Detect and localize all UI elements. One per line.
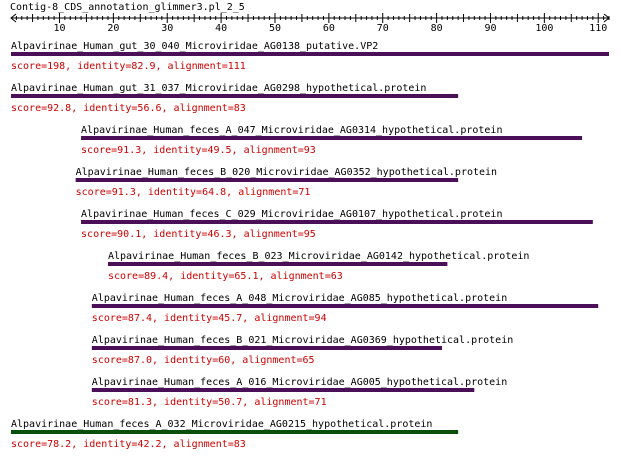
hit-score-text: score=81.3, identity=50.7, alignment=71 (92, 397, 327, 408)
ruler-tick-label: 60 (323, 23, 335, 34)
ruler-tick-label: 30 (161, 23, 173, 34)
hit-alignment-bar[interactable] (91, 304, 599, 308)
position-ruler: 10 20 30 40 50 60 70 80 90 100 110 (10, 13, 610, 34)
hit-name: Alpavirinae_Human_gut_30_040_Microvirida… (11, 41, 378, 52)
hit-row[interactable]: Alpavirinae_Human_feces_A_016_Microvirid… (91, 377, 507, 408)
hit-row[interactable]: Alpavirinae_Human_feces_A_048_Microvirid… (91, 293, 599, 324)
hit-row[interactable]: Alpavirinae_Human_feces_C_029_Microvirid… (81, 209, 593, 240)
hit-score-text: score=90.1, identity=46.3, alignment=95 (81, 229, 316, 240)
hit-name: Alpavirinae_Human_feces_B_023_Microvirid… (108, 251, 529, 262)
hit-score-text: score=87.4, identity=45.7, alignment=94 (92, 313, 327, 324)
hit-alignment-bar[interactable] (11, 52, 609, 56)
ruler-tick-label: 20 (107, 23, 119, 34)
ruler-tick-label: 70 (377, 23, 389, 34)
ruler-tick-label: 90 (484, 23, 496, 34)
hit-score-text: score=91.3, identity=64.8, alignment=71 (76, 187, 311, 198)
hit-alignment-bar[interactable] (81, 136, 583, 140)
ruler-tick-label: 40 (215, 23, 227, 34)
hit-list: Alpavirinae_Human_gut_30_040_Microvirida… (11, 41, 609, 450)
ruler-tick-label: 10 (53, 23, 65, 34)
ruler-tick-label: 80 (431, 23, 443, 34)
query-title: Contig-8_CDS_annotation_glimmer3.pl_2_5 (10, 2, 245, 13)
hit-alignment-bar[interactable] (81, 220, 593, 224)
hit-score-text: score=198, identity=82.9, alignment=111 (11, 61, 246, 72)
hit-alignment-bar[interactable] (107, 262, 448, 266)
hit-score-text: score=89.4, identity=65.1, alignment=63 (108, 271, 343, 282)
hit-score-text: score=91.3, identity=49.5, alignment=93 (81, 145, 316, 156)
ruler-tick-label: 50 (269, 23, 281, 34)
hit-row[interactable]: Alpavirinae_Human_feces_A_032_Microvirid… (11, 419, 459, 450)
hit-name: Alpavirinae_Human_feces_C_029_Microvirid… (81, 209, 502, 220)
hit-score-text: score=78.2, identity=42.2, alignment=83 (11, 439, 246, 450)
hit-name: Alpavirinae_Human_feces_A_032_Microvirid… (11, 419, 432, 430)
hit-name: Alpavirinae_Human_feces_B_020_Microvirid… (76, 167, 497, 178)
ruler-tick-label: 110 (589, 23, 607, 34)
hit-name: Alpavirinae_Human_feces_A_016_Microvirid… (92, 377, 507, 388)
hit-name: Alpavirinae_Human_feces_B_021_Microvirid… (92, 335, 513, 346)
hit-row[interactable]: Alpavirinae_Human_feces_B_023_Microvirid… (107, 251, 529, 282)
hit-alignment-bar[interactable] (91, 388, 475, 392)
hit-alignment-bar[interactable] (11, 430, 459, 434)
hit-score-text: score=87.0, identity=60, alignment=65 (92, 355, 315, 366)
ruler-tick-label: 100 (535, 23, 553, 34)
hit-name: Alpavirinae_Human_feces_A_048_Microvirid… (92, 293, 507, 304)
hit-row[interactable]: Alpavirinae_Human_gut_31_037_Microvirida… (11, 83, 459, 114)
hit-alignment-bar[interactable] (11, 94, 459, 98)
ruler-left-arrow (10, 13, 17, 23)
hit-alignment-bar[interactable] (75, 178, 459, 182)
hit-name: Alpavirinae_Human_gut_31_037_Microvirida… (11, 83, 426, 94)
hit-name: Alpavirinae_Human_feces_A_047_Microvirid… (81, 125, 502, 136)
hit-alignment-bar[interactable] (91, 346, 442, 350)
hit-row[interactable]: Alpavirinae_Human_feces_A_047_Microvirid… (81, 125, 583, 156)
hit-row[interactable]: Alpavirinae_Human_feces_B_021_Microvirid… (91, 335, 513, 366)
hit-row[interactable]: Alpavirinae_Human_gut_30_040_Microvirida… (11, 41, 609, 72)
hit-row[interactable]: Alpavirinae_Human_feces_B_020_Microvirid… (75, 167, 497, 198)
hit-score-text: score=92.8, identity=56.6, alignment=83 (11, 103, 246, 114)
